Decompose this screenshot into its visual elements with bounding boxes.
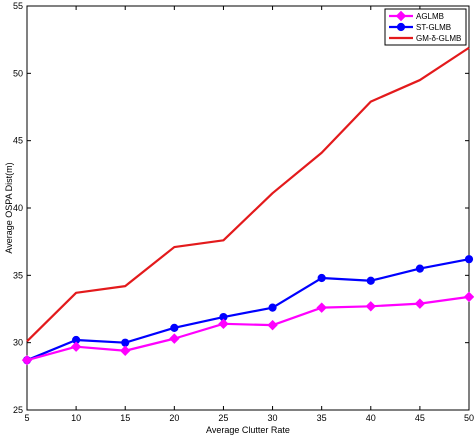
series-line-st-glmb (26, 258, 470, 362)
x-axis-label: Average Clutter Rate (206, 425, 290, 435)
y-tick-label: 35 (13, 270, 23, 280)
data-point-st-glmb (121, 338, 130, 347)
legend-item-aglmb: AGLMB (389, 10, 444, 22)
y-tick-label: 50 (13, 68, 23, 78)
plot-area (26, 5, 470, 411)
data-point-aglmb (316, 302, 327, 313)
y-tick-label: 40 (13, 203, 23, 213)
y-tick-label: 55 (13, 1, 23, 11)
data-point-aglmb (463, 291, 474, 303)
data-point-st-glmb (170, 323, 179, 332)
legend-label: GM-δ-GLMB (416, 34, 461, 43)
data-point-aglmb (70, 341, 82, 352)
series-gm-glmb (26, 46, 470, 343)
legend-label: ST-GLMB (416, 23, 451, 32)
x-tick-label: 10 (71, 413, 81, 423)
series-line-aglmb (26, 295, 470, 362)
data-point-st-glmb (464, 255, 474, 264)
legend-item-gm-glmb: GM-δ-GLMB (389, 34, 461, 43)
x-tick-label: 45 (415, 413, 425, 423)
y-tick-label: 45 (13, 136, 23, 146)
legend-marker (395, 10, 407, 22)
data-point-aglmb (218, 318, 229, 330)
x-tick-label: 15 (120, 413, 130, 423)
data-point-aglmb (414, 298, 426, 309)
x-tick-label: 5 (24, 413, 29, 423)
y-tick-label: 30 (13, 338, 23, 348)
data-point-aglmb (120, 345, 131, 356)
legend-item-st-glmb: ST-GLMB (389, 22, 451, 32)
data-point-aglmb (21, 354, 33, 366)
y-axis-label: Average OSPA Dist(m) (4, 162, 14, 253)
x-tick-label: 40 (366, 413, 376, 423)
legend-marker (396, 22, 406, 32)
data-point-aglmb (267, 319, 278, 331)
x-tick-label: 20 (169, 413, 179, 423)
series-line-gm-glmb (26, 46, 470, 343)
x-tick-label: 50 (464, 413, 474, 423)
data-point-st-glmb (415, 264, 424, 273)
data-point-st-glmb (317, 273, 326, 283)
x-tick-label: 30 (268, 413, 278, 423)
data-point-st-glmb (366, 276, 375, 285)
data-point-st-glmb (268, 303, 277, 312)
x-tick-label: 35 (317, 413, 327, 423)
series-aglmb (21, 291, 474, 366)
data-point-aglmb (169, 333, 180, 344)
y-tick-label: 25 (13, 405, 23, 415)
x-tick-label: 25 (218, 413, 228, 423)
data-point-aglmb (365, 301, 376, 312)
legend-label: AGLMB (416, 12, 444, 21)
